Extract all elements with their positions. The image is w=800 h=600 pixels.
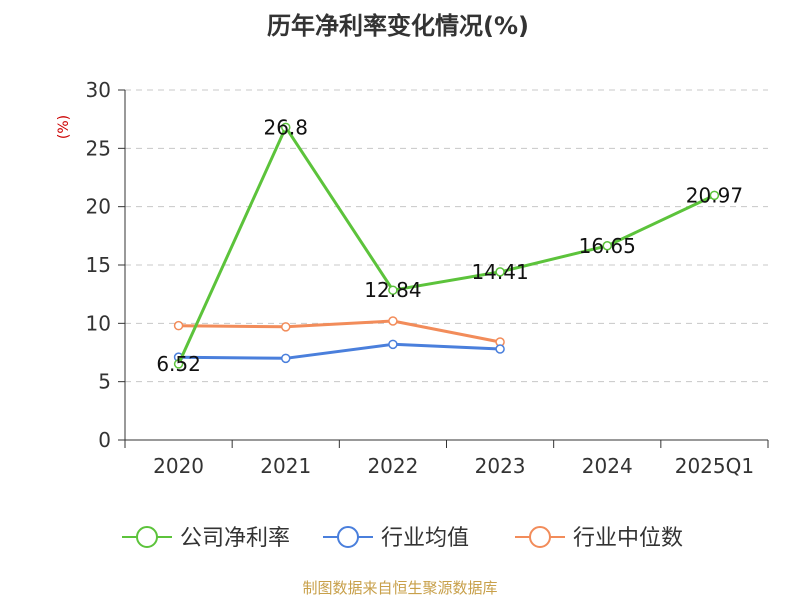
legend-item[interactable]: 行业均值 (323, 526, 469, 551)
x-tick-label: 2022 (367, 454, 418, 478)
data-label: 20.97 (686, 183, 743, 207)
x-tick-label: 2025Q1 (675, 454, 754, 478)
y-tick-label: 25 (86, 136, 111, 160)
data-point (388, 316, 398, 326)
legend-label: 行业均值 (381, 526, 469, 551)
series-line (177, 125, 716, 365)
y-tick-label: 30 (86, 78, 111, 102)
legend-marker (136, 526, 158, 548)
data-point (602, 241, 612, 251)
data-label: 12.84 (364, 278, 421, 302)
data-label: 6.52 (156, 352, 201, 376)
y-tick-label: 5 (98, 370, 111, 394)
x-tick-label: 2024 (582, 454, 633, 478)
data-point (173, 320, 184, 331)
y-tick-label: 20 (86, 195, 111, 219)
data-point (495, 267, 505, 277)
axes: 0 5 10 15 20 25 30 2020 2021 2022 2023 2024 2025Q1 (86, 78, 769, 478)
series-layer (173, 122, 720, 369)
data-point (495, 344, 505, 354)
data-point (388, 285, 398, 295)
legend-item[interactable]: 公司净利率 (122, 526, 290, 551)
data-point (709, 190, 720, 201)
legend[interactable]: 公司净利率 行业均值 行业中位数 (122, 526, 683, 551)
legend-item[interactable]: 行业中位数 (515, 526, 683, 551)
data-point (281, 353, 291, 364)
legend-marker (337, 526, 359, 548)
data-point (281, 122, 291, 133)
x-tick-label: 2023 (475, 454, 526, 478)
data-point (388, 339, 398, 350)
y-tick-label: 0 (98, 428, 111, 452)
data-labels: 6.52 26.8 12.84 14.41 16.65 20.97 (156, 115, 743, 376)
y-tick-label: 15 (86, 253, 111, 277)
y-tick-label: 10 (86, 311, 111, 335)
data-point (173, 359, 184, 369)
data-point (281, 322, 291, 332)
source-note: 制图数据来自恒生聚源数据库 (302, 579, 497, 597)
y-unit-label: (%) (56, 115, 72, 139)
legend-label: 公司净利率 (180, 526, 290, 551)
x-tick-label: 2020 (153, 454, 204, 478)
data-label: 16.65 (579, 234, 636, 258)
chart-title: 历年净利率变化情况(%) (267, 12, 529, 40)
legend-marker (529, 526, 551, 548)
grid-lines (125, 89, 768, 383)
legend-label: 行业中位数 (573, 526, 683, 551)
series-line (178, 319, 501, 344)
series-line (178, 342, 501, 360)
data-label: 26.8 (263, 115, 308, 139)
x-tick-label: 2021 (260, 454, 311, 478)
data-label: 14.41 (471, 260, 528, 284)
